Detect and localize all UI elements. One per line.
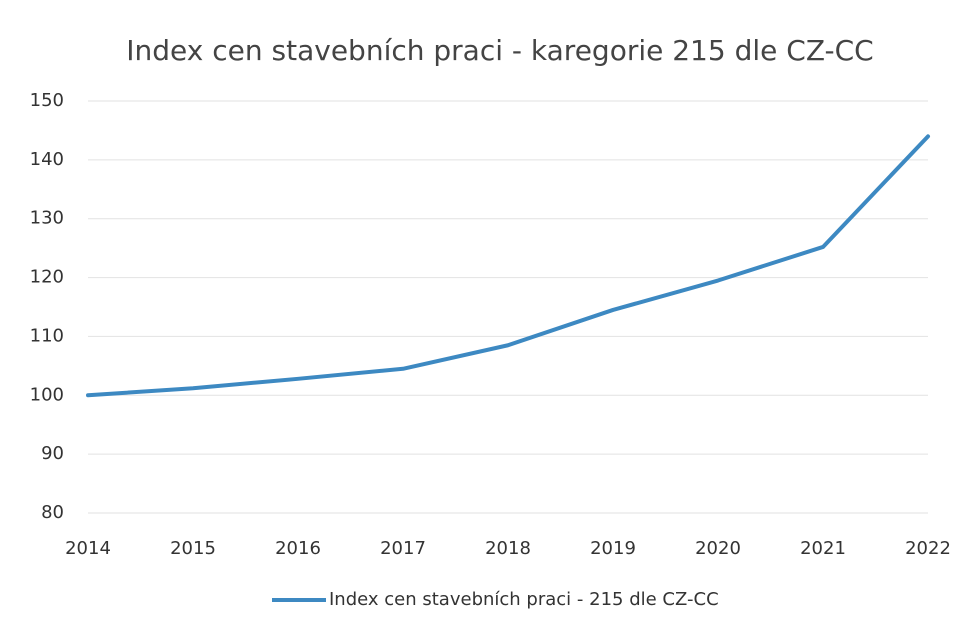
legend-label: Index cen stavebních praci - 215 dle CZ-… bbox=[329, 589, 719, 610]
x-tick-label: 2017 bbox=[380, 538, 426, 559]
y-tick-label: 80 bbox=[41, 502, 64, 523]
x-tick-label: 2020 bbox=[695, 538, 741, 559]
x-tick-label: 2021 bbox=[800, 538, 846, 559]
x-tick-label: 2018 bbox=[485, 538, 531, 559]
x-tick-label: 2016 bbox=[275, 538, 321, 559]
y-tick-label: 90 bbox=[41, 443, 64, 464]
y-tick-label: 120 bbox=[30, 267, 64, 288]
chart-title: Index cen stavebních praci - karegorie 2… bbox=[126, 34, 873, 67]
y-tick-label: 130 bbox=[30, 208, 64, 229]
y-tick-label: 110 bbox=[30, 325, 64, 346]
x-tick-label: 2019 bbox=[590, 538, 636, 559]
y-tick-label: 150 bbox=[30, 90, 64, 111]
y-tick-label: 140 bbox=[30, 149, 64, 170]
x-tick-label: 2022 bbox=[905, 538, 951, 559]
x-tick-label: 2014 bbox=[65, 538, 111, 559]
data-line bbox=[86, 134, 930, 398]
x-tick-label: 2015 bbox=[170, 538, 216, 559]
y-tick-label: 100 bbox=[30, 384, 64, 405]
